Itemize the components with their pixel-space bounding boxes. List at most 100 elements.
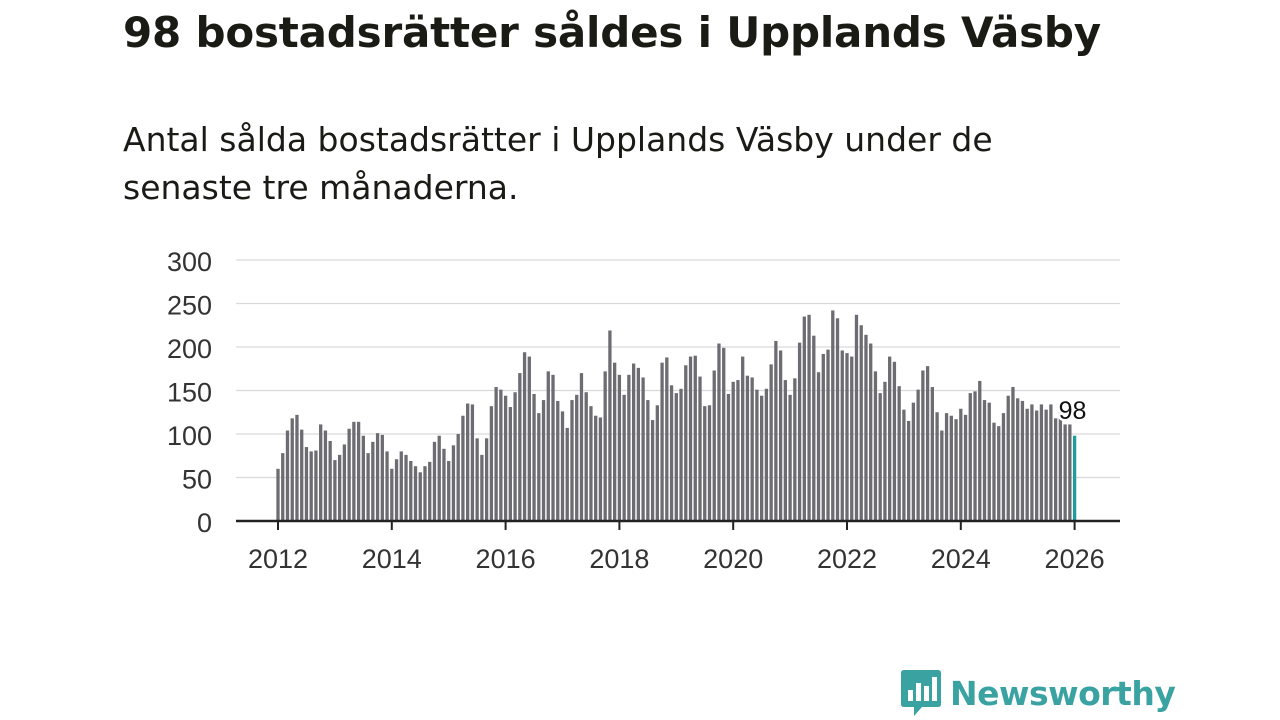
bar: [755, 389, 759, 521]
bar: [778, 350, 783, 521]
bar: [394, 459, 399, 521]
bar: [807, 314, 811, 521]
bar: [380, 434, 384, 521]
bar: [959, 408, 963, 521]
bar: [902, 409, 906, 521]
bar: [1068, 424, 1072, 521]
bar: [503, 395, 508, 521]
bar: [769, 364, 773, 521]
bar: [726, 393, 731, 521]
bar: [750, 377, 754, 521]
bar: [935, 412, 939, 521]
bar: [1044, 409, 1048, 521]
bar: [883, 381, 887, 521]
bar: [290, 418, 294, 521]
bar: [366, 453, 370, 521]
x-tick-label: 2020: [703, 544, 763, 574]
bar: [741, 356, 745, 521]
bar: [684, 365, 688, 521]
bar: [328, 440, 332, 521]
x-tick-label: 2012: [248, 544, 308, 574]
bar: [736, 380, 740, 521]
bar: [285, 430, 290, 521]
bar: [475, 438, 479, 521]
bar: [864, 334, 868, 521]
bar: [522, 352, 527, 521]
bar: [978, 380, 982, 521]
bar: [323, 430, 328, 521]
bar: [409, 460, 413, 521]
bar: [352, 421, 356, 521]
bar: [1011, 387, 1015, 521]
bar: [712, 370, 716, 521]
bar: [428, 461, 432, 521]
bar: [797, 342, 802, 521]
bar: [1006, 395, 1010, 521]
bar: [963, 414, 968, 521]
bar: [461, 415, 465, 521]
bar: [589, 406, 593, 521]
headline: 98 bostadsrätter såldes i Upplands Väsby: [123, 8, 1101, 57]
bar: [1020, 400, 1025, 521]
bar: [622, 394, 626, 521]
bar: [575, 394, 579, 521]
bar: [584, 392, 588, 521]
y-tick-label: 100: [167, 421, 212, 451]
bar: [541, 400, 546, 521]
bar: [921, 370, 925, 521]
bar: [641, 377, 645, 521]
bar: [489, 406, 494, 521]
bar: [371, 441, 375, 521]
brand-logo: Newsworthy: [900, 668, 1176, 718]
bar: [617, 374, 622, 521]
bar: [845, 353, 849, 521]
bar: [437, 435, 441, 521]
bar: [722, 347, 726, 521]
y-tick-label: 50: [182, 465, 212, 495]
bar: [1058, 406, 1063, 521]
bar: [698, 376, 702, 521]
bar: [916, 389, 920, 521]
bar: [760, 395, 764, 521]
bar: [840, 350, 844, 521]
bar: [1025, 408, 1029, 521]
bar: [300, 429, 304, 521]
bar: [636, 367, 641, 521]
bar: [793, 378, 797, 521]
y-tick-label: 0: [197, 508, 212, 538]
bar: [968, 393, 972, 521]
bar: [608, 330, 612, 521]
bar: [494, 387, 498, 521]
bar: [598, 417, 603, 521]
bar: [850, 356, 854, 521]
bar: [660, 362, 664, 521]
bar: [764, 388, 769, 521]
bar: [480, 454, 484, 521]
bar: [527, 356, 531, 521]
bar: [508, 407, 512, 521]
bar: [987, 402, 991, 521]
bar: [451, 445, 456, 521]
bar: [821, 353, 825, 521]
bar: [565, 427, 569, 521]
bar: [570, 400, 574, 521]
bar: [911, 402, 916, 521]
bar: [816, 372, 821, 521]
bar: [347, 428, 351, 521]
bar: [447, 460, 451, 521]
bar: [304, 447, 309, 521]
bar: [442, 448, 446, 521]
bar: [788, 394, 792, 521]
bar: [603, 371, 607, 521]
bar: [627, 374, 631, 521]
bar: [925, 366, 930, 521]
bar: [399, 451, 403, 521]
bar: [854, 314, 859, 521]
x-tick-label: 2016: [476, 544, 536, 574]
bar: [669, 385, 674, 521]
bar: [361, 435, 365, 521]
bar: [337, 454, 342, 521]
bar: [897, 386, 901, 521]
bar: [783, 380, 788, 521]
bar: [423, 466, 427, 521]
